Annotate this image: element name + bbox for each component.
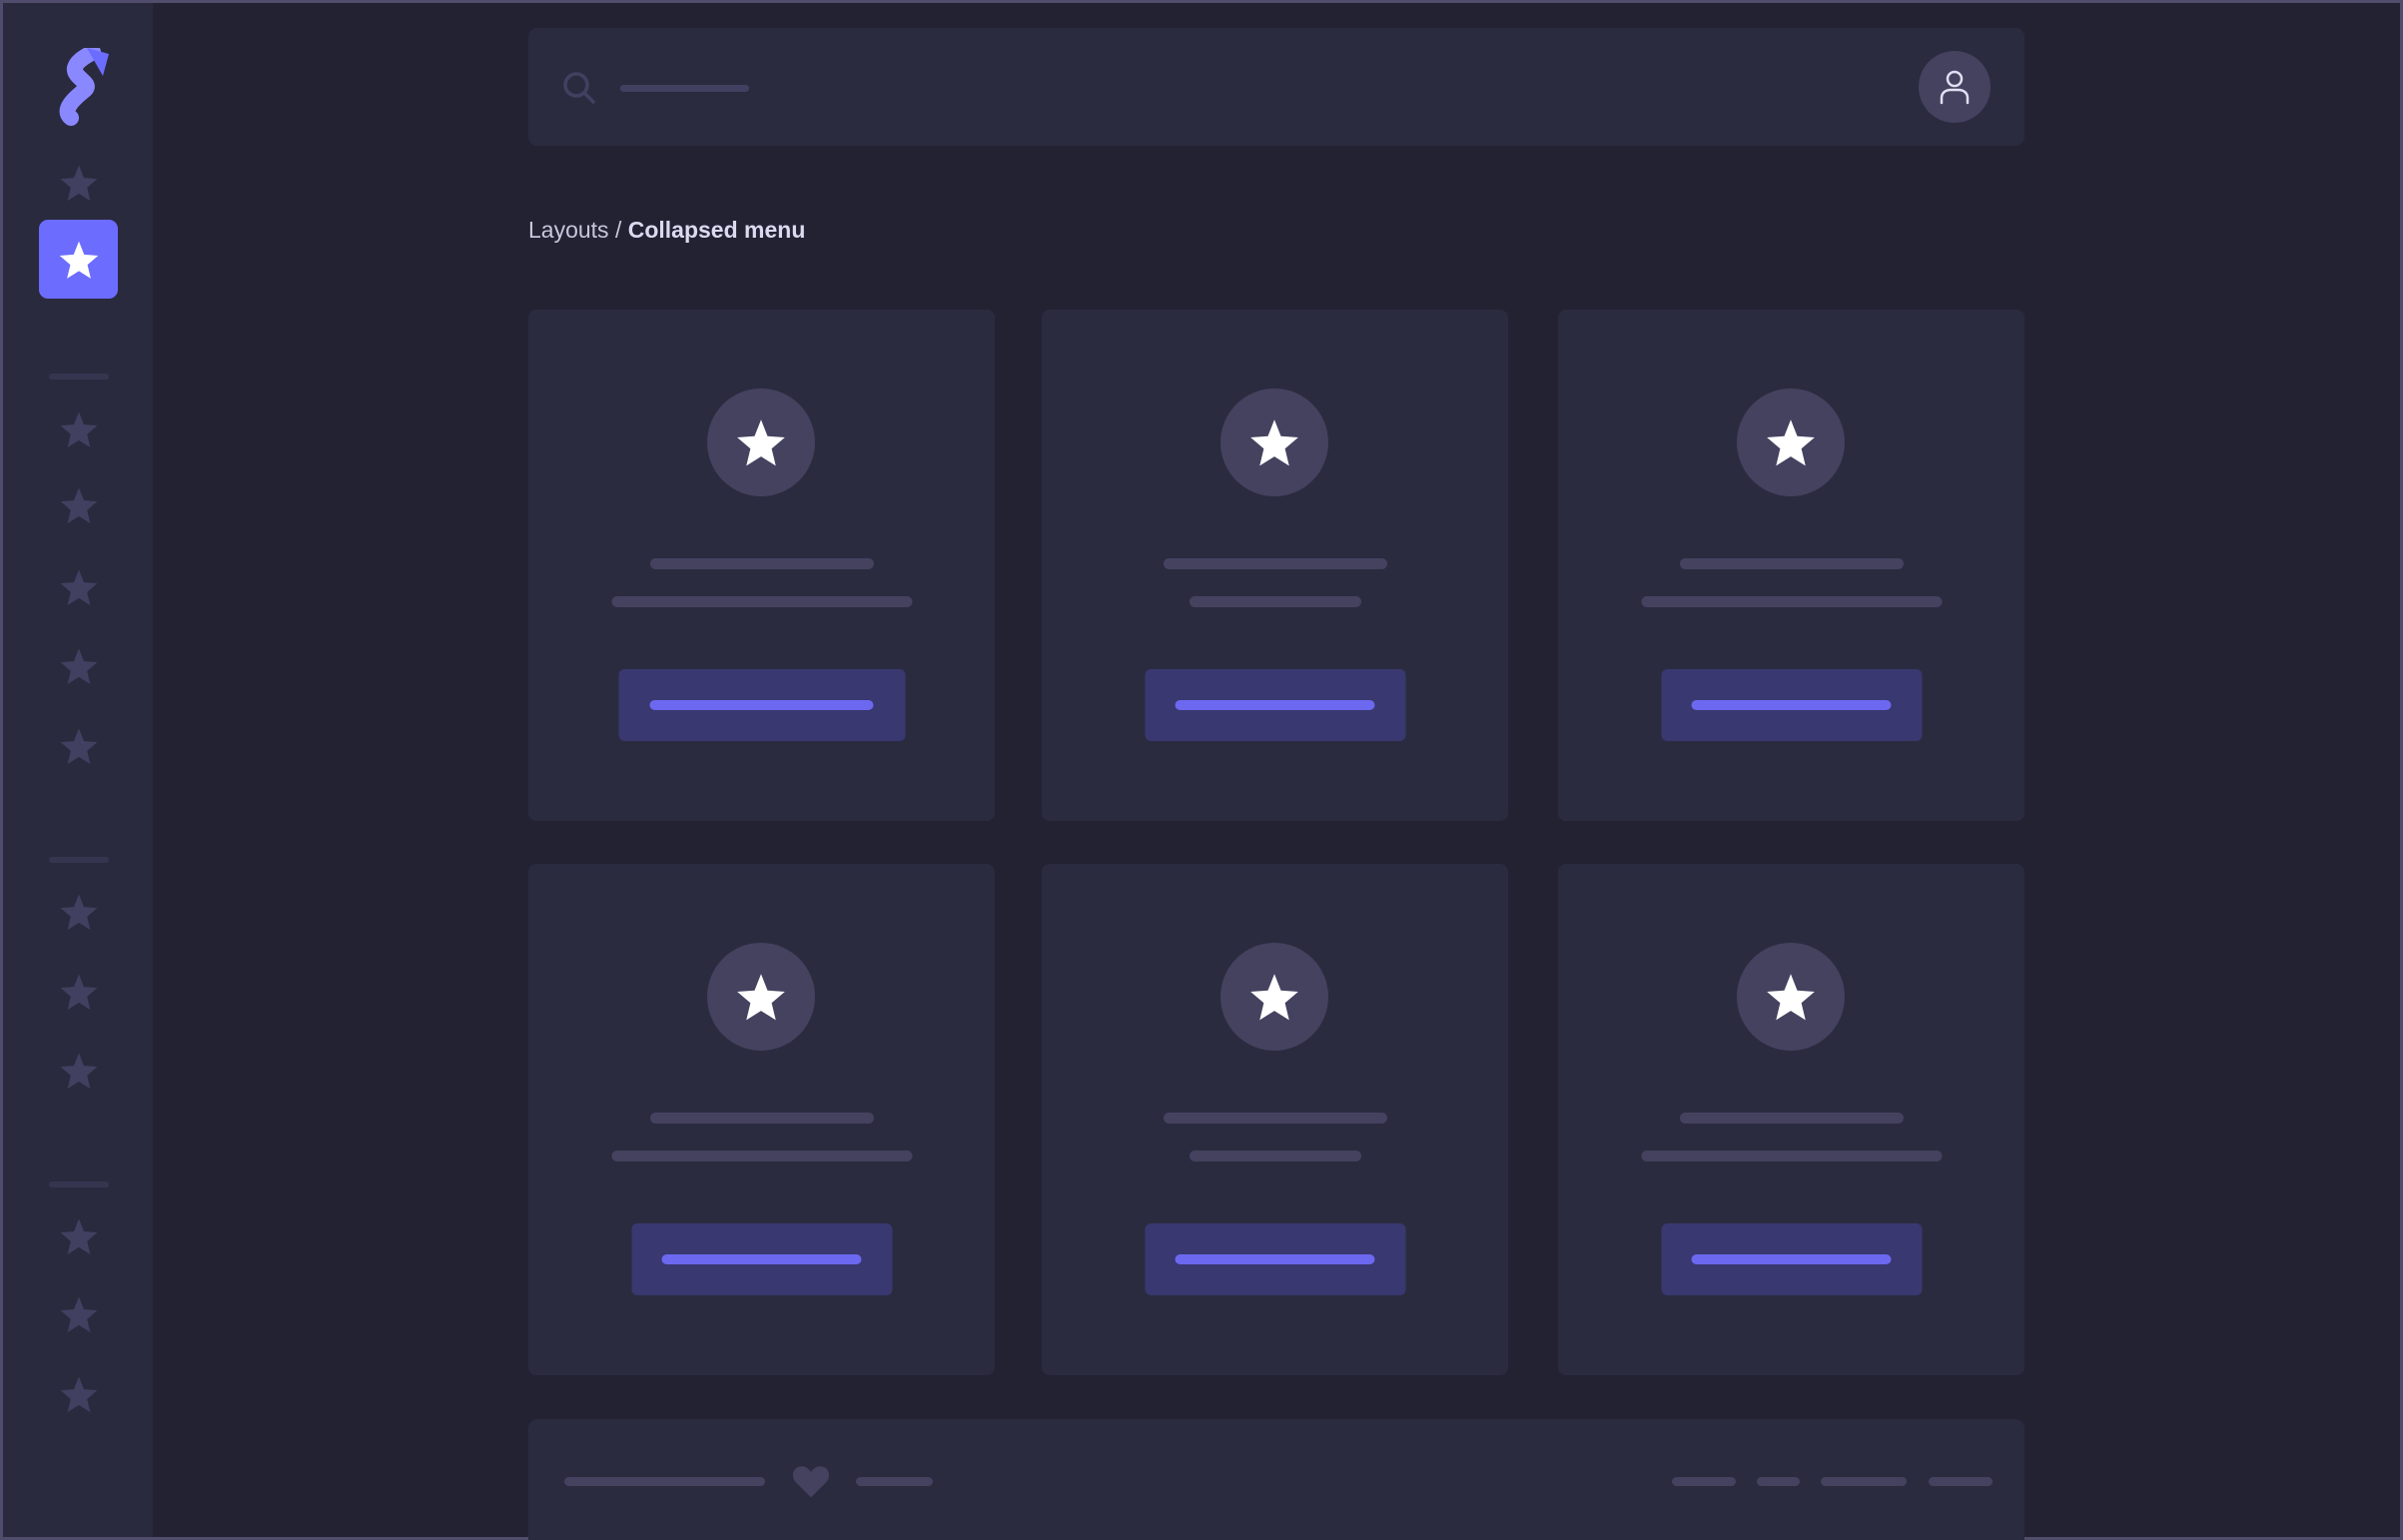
sidebar-item-12[interactable] [59,1294,99,1334]
card-button[interactable] [1145,1223,1405,1295]
top-bar [528,28,2024,146]
avatar[interactable] [1919,51,1991,123]
star-icon [59,1294,99,1334]
card-button[interactable] [1661,669,1922,741]
sidebar-item-11[interactable] [59,1216,99,1256]
card [1042,310,1508,821]
sidebar-item-4[interactable] [59,485,99,525]
footer-text [564,1477,765,1486]
card-subtitle [611,596,912,607]
card-title [1679,558,1904,569]
card-button-label [1691,700,1892,710]
card [1558,310,2024,821]
star-icon [1248,416,1300,468]
star-icon [59,567,99,607]
star-icon [59,1051,99,1091]
card-button[interactable] [631,1223,892,1295]
sidebar-item-13[interactable] [59,1374,99,1414]
card-subtitle [1641,596,1942,607]
search-input[interactable] [620,85,749,92]
card-button-label [649,700,874,710]
card-button-label [1691,1254,1892,1264]
divider [49,857,109,863]
card-button-label [1175,700,1375,710]
card-subtitle [1189,1151,1361,1161]
star-icon [59,972,99,1012]
footer [528,1419,2024,1540]
star-icon [1765,416,1817,468]
sidebar-item-active[interactable] [39,220,118,299]
sidebar-item-5[interactable] [59,567,99,607]
card-title [649,1113,874,1124]
card-title [1163,558,1387,569]
card [528,310,995,821]
card-icon-circle [707,943,815,1051]
sidebar-item-8[interactable] [59,892,99,932]
breadcrumb-separator: / [608,217,628,243]
card-subtitle [611,1151,912,1161]
card-subtitle [1189,596,1361,607]
star-icon [59,1216,99,1256]
card-button[interactable] [1145,669,1405,741]
card-icon-circle [1737,388,1845,496]
card [1558,864,2024,1375]
star-icon [59,163,99,203]
footer-link[interactable] [1757,1477,1800,1486]
user-icon [1940,70,1970,105]
breadcrumb-parent[interactable]: Layouts [528,217,609,243]
sidebar-item-1[interactable] [59,163,99,203]
sidebar-item-3[interactable] [59,409,99,449]
card-icon-circle [1220,943,1328,1051]
divider [49,374,109,380]
sidebar-item-9[interactable] [59,972,99,1012]
sidebar-item-10[interactable] [59,1051,99,1091]
logo-icon[interactable] [53,48,113,126]
card-icon-circle [707,388,815,496]
card-button[interactable] [618,669,905,741]
star-icon [1248,971,1300,1023]
star-icon [58,239,100,281]
footer-link[interactable] [1672,1477,1736,1486]
footer-link[interactable] [1821,1477,1907,1486]
card [1042,864,1508,1375]
sidebar-item-7[interactable] [59,726,99,766]
sidebar-item-6[interactable] [59,646,99,686]
star-icon [735,971,787,1023]
card-title [1679,1113,1904,1124]
card-button-label [1175,1254,1375,1264]
star-icon [735,416,787,468]
star-icon [59,646,99,686]
card [528,864,995,1375]
card-title [649,558,874,569]
star-icon [59,1374,99,1414]
card-button-label [661,1254,862,1264]
card-button[interactable] [1661,1223,1922,1295]
card-icon-circle [1737,943,1845,1051]
heart-icon [792,1466,830,1498]
card-subtitle [1641,1151,1942,1161]
star-icon [59,726,99,766]
card-title [1163,1113,1387,1124]
star-icon [59,892,99,932]
footer-link[interactable] [1929,1477,1993,1486]
search-icon[interactable] [562,71,596,105]
star-icon [59,409,99,449]
breadcrumb: Layouts / Collapsed menu [528,217,805,244]
sidebar [3,3,153,1537]
star-icon [59,485,99,525]
star-icon [1765,971,1817,1023]
divider [49,1181,109,1187]
footer-text [856,1477,933,1486]
card-icon-circle [1220,388,1328,496]
breadcrumb-current: Collapsed menu [627,217,806,243]
